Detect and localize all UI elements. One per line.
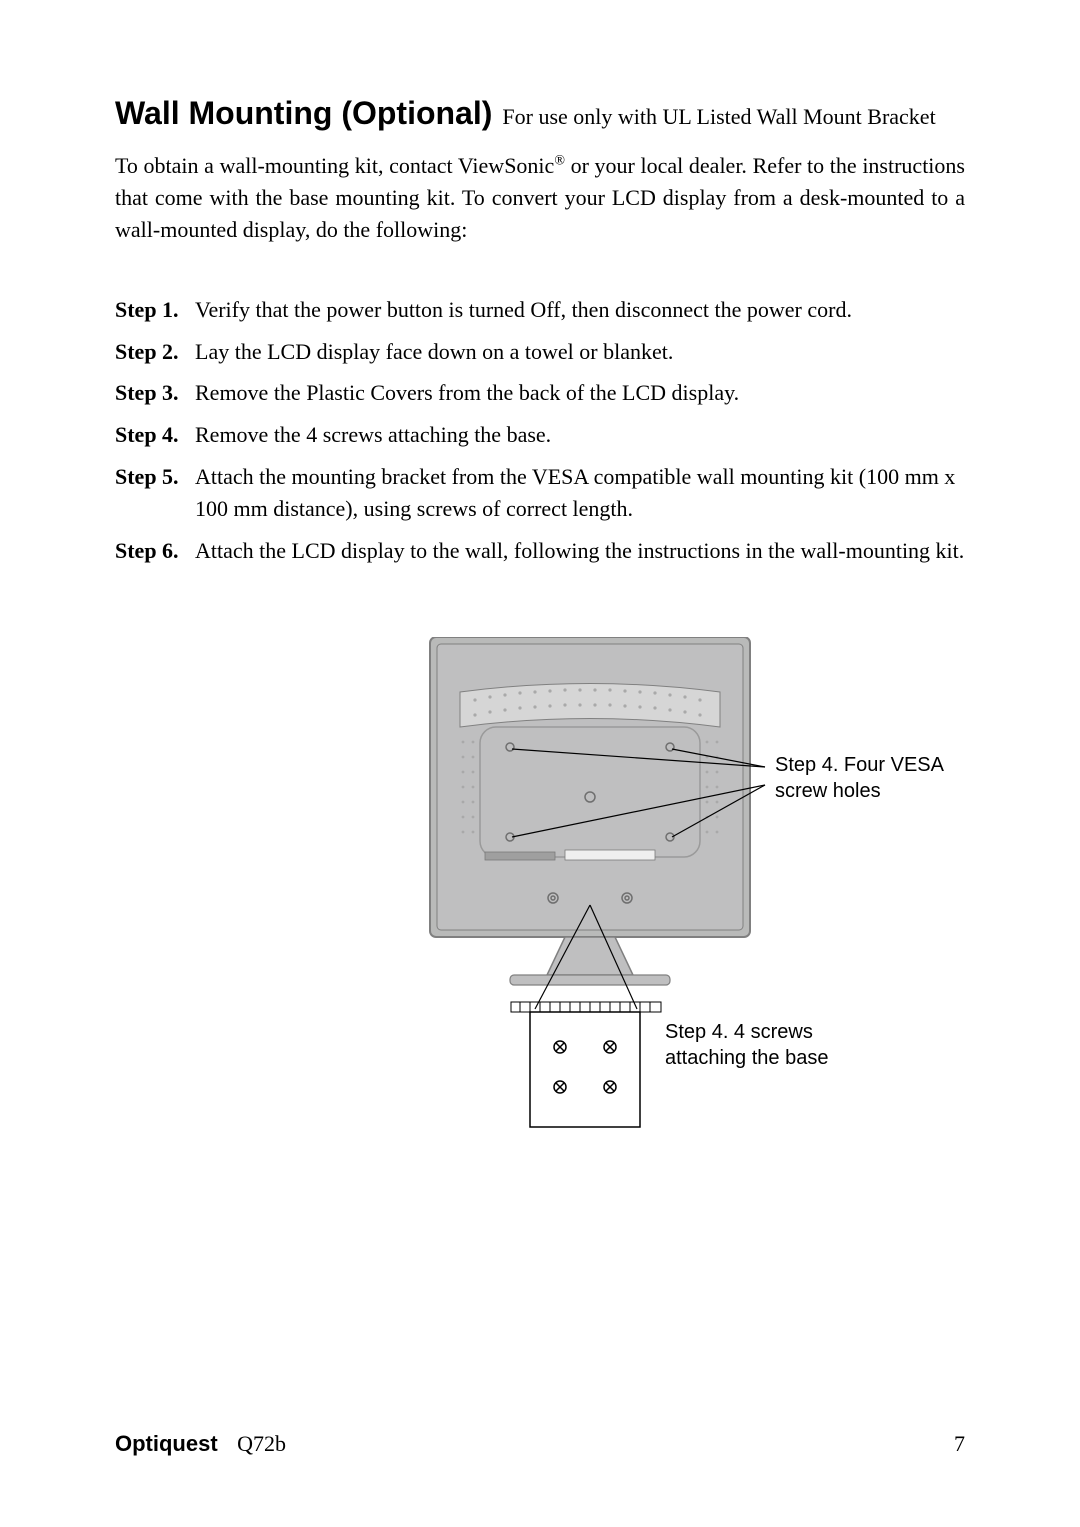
page-footer: Optiquest Q72b 7 (115, 1431, 965, 1457)
step-label: Step 2. (115, 336, 195, 368)
steps-list: Step 1. Verify that the power button is … (115, 294, 965, 567)
step-label: Step 6. (115, 535, 195, 567)
heading-row: Wall Mounting (Optional) For use only wi… (115, 95, 965, 132)
step-text: Lay the LCD display face down on a towel… (195, 336, 965, 368)
page-heading: Wall Mounting (Optional) (115, 95, 492, 131)
diagram-annotation-base-screws: Step 4. 4 screws attaching the base (665, 1019, 885, 1071)
footer-model: Q72b (237, 1431, 286, 1456)
step-item: Step 5. Attach the mounting bracket from… (115, 461, 965, 525)
monitor-diagram-svg (315, 637, 1015, 1157)
step-label: Step 3. (115, 377, 195, 409)
step-text: Remove the Plastic Covers from the back … (195, 377, 965, 409)
step-text: Attach the LCD display to the wall, foll… (195, 535, 965, 567)
footer-page-number: 7 (954, 1431, 965, 1457)
step-label: Step 1. (115, 294, 195, 326)
step-item: Step 6. Attach the LCD display to the wa… (115, 535, 965, 567)
heading-note: For use only with UL Listed Wall Mount B… (502, 104, 935, 129)
step-item: Step 3. Remove the Plastic Covers from t… (115, 377, 965, 409)
step-label: Step 5. (115, 461, 195, 525)
step-text: Attach the mounting bracket from the VES… (195, 461, 965, 525)
registered-mark: ® (554, 154, 565, 169)
step-text: Verify that the power button is turned O… (195, 294, 965, 326)
step-label: Step 4. (115, 419, 195, 451)
step-text: Remove the 4 screws attaching the base. (195, 419, 965, 451)
step-item: Step 2. Lay the LCD display face down on… (115, 336, 965, 368)
step-item: Step 4. Remove the 4 screws attaching th… (115, 419, 965, 451)
diagram: Step 4. Four VESA screw holes Step 4. 4 … (315, 637, 1015, 1157)
footer-brand: Optiquest (115, 1431, 218, 1456)
intro-paragraph: To obtain a wall-mounting kit, contact V… (115, 150, 965, 246)
intro-pre: To obtain a wall-mounting kit, contact V… (115, 153, 554, 178)
step-item: Step 1. Verify that the power button is … (115, 294, 965, 326)
diagram-annotation-vesa: Step 4. Four VESA screw holes (775, 752, 975, 804)
